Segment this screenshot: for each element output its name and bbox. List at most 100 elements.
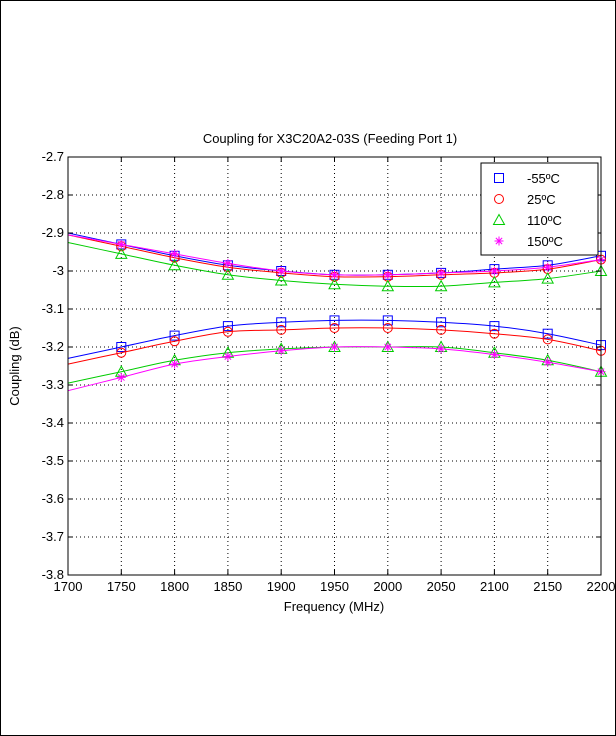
star-stroke [330,271,339,279]
y-tick-label: -3.7 [42,529,64,544]
data-point-star [276,346,286,356]
y-tick-label: -3.3 [42,377,64,392]
legend-label: 25ºC [527,192,556,207]
data-point-circle [542,334,553,345]
data-point-star [489,350,499,360]
chart-title: Coupling for X3C20A2-03S (Feeding Port 1… [203,131,457,146]
data-point-star [223,258,233,268]
star-stroke [384,343,392,351]
data-point-star [436,344,446,354]
data-point-star [383,270,393,280]
data-point-star [489,266,499,276]
data-point-circle [169,336,180,347]
x-tick-label: 2050 [427,579,456,594]
legend-label: -55ºC [527,171,560,186]
data-point-star [330,270,339,280]
data-point-square [276,317,287,328]
data-point-triangle [434,279,448,292]
series-line-lower [67,319,602,359]
legend-label: 110ºC [527,213,562,228]
star-stroke [224,352,232,361]
x-tick-label: 1950 [320,579,349,594]
data-point-star [116,372,126,382]
data-point-triangle [114,247,128,259]
data-point-square [489,321,500,332]
x-tick-label: 1750 [107,579,136,594]
data-point-star [330,342,339,352]
data-point-triangle [328,277,341,290]
data-point-triangle [488,275,501,288]
data-point-triangle [492,213,506,225]
star-stroke [437,269,445,277]
y-tick-label: -3.1 [42,301,64,316]
data-point-circle [382,323,393,333]
axis-ticks: 1700 1750 1800 1850 1900 1950 2000 2050 2100 2150… [42,149,615,594]
y-tick-label: -3.8 [42,567,64,582]
data-point-star [383,342,393,352]
data-point-square [222,321,233,332]
star-stroke [437,345,445,353]
star-stroke [117,240,125,248]
x-tick-label: 2000 [373,579,402,594]
data-point-circle [436,324,447,335]
data-point-triangle [168,258,181,271]
x-tick-label: 1700 [54,579,83,594]
x-tick-label: 1850 [213,579,242,594]
data-point-circle [329,323,340,333]
star-stroke [171,250,179,258]
y-tick-label: -3.6 [42,491,64,506]
data-point-circle [116,347,127,358]
star-stroke [277,267,285,275]
star-stroke [544,358,552,366]
data-point-triangle [221,268,235,280]
y-tick-label: -2.9 [42,225,64,240]
data-point-star [543,357,553,367]
star-stroke [171,360,179,368]
series-star [67,234,606,392]
star-stroke [330,343,339,351]
data-point-circle [222,326,233,337]
data-point-star [223,352,233,361]
star-stroke [490,267,498,275]
star-stroke [384,271,392,279]
legend: -55ºC 25ºC 110ºC 150ºC [480,162,599,256]
x-tick-label: 2150 [533,579,562,594]
y-tick-label: -2.7 [42,149,64,164]
data-point-star [494,236,504,246]
y-tick-label: -3 [52,263,64,278]
data-point-square [382,315,393,326]
x-tick-label: 1800 [160,579,189,594]
y-tick-label: -2.8 [42,187,64,202]
data-point-circle [276,324,287,335]
data-point-circle [494,194,504,204]
data-point-star [170,249,180,259]
data-point-triangle [541,272,555,284]
data-point-triangle [274,273,288,286]
data-point-star [116,239,126,249]
legend-label: 150ºC [527,234,563,249]
x-tick-label: 2100 [480,579,509,594]
y-tick-label: -3.5 [42,453,64,468]
x-tick-label: 1900 [267,579,296,594]
data-point-square [116,342,127,352]
data-point-square [436,317,447,328]
x-axis-label: Frequency (MHz) [284,599,384,614]
data-point-square [169,330,180,341]
star-stroke [544,263,552,271]
star-stroke [224,259,232,267]
star-stroke [490,351,498,359]
series-line-upper [67,242,602,288]
data-point-square [542,328,553,339]
x-tick-label: 2200 [587,579,615,594]
data-point-square [329,315,340,326]
star-stroke [495,237,503,245]
y-tick-label: -3.2 [42,339,64,354]
star-stroke [277,347,285,355]
data-point-star [543,262,553,272]
data-point-triangle [381,279,395,292]
y-tick-label: -3.4 [42,415,64,430]
data-point-star [170,359,180,369]
y-axis-label: Coupling (dB) [7,326,22,406]
